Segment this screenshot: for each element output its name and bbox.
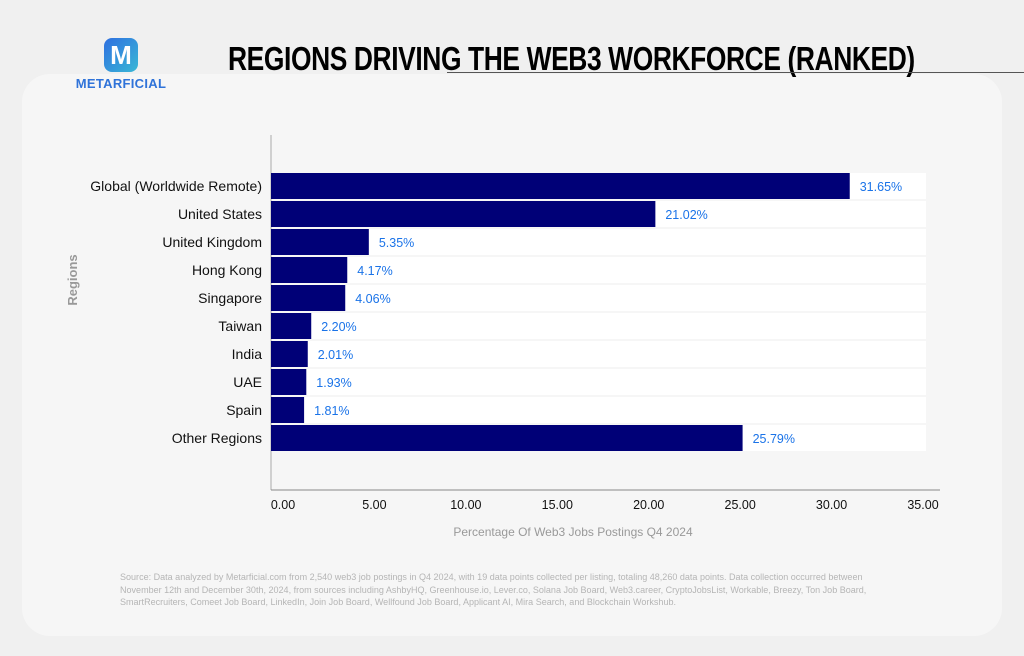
bar (271, 285, 346, 311)
category-label: Global (Worldwide Remote) (90, 178, 262, 194)
data-label: 31.65% (860, 180, 902, 194)
category-label: Singapore (198, 290, 262, 306)
category-label: Spain (226, 402, 262, 418)
x-tick-label: 5.00 (362, 498, 386, 512)
brand-name: METARFICIAL (75, 76, 167, 91)
bar (271, 425, 743, 451)
bar (271, 229, 369, 255)
bar (271, 313, 312, 339)
source-note: Source: Data analyzed by Metarficial.com… (120, 572, 867, 608)
category-label: Other Regions (172, 430, 262, 446)
x-tick-label: 10.00 (450, 498, 481, 512)
row-background (271, 369, 926, 395)
category-label: UAE (233, 374, 262, 390)
bar (271, 257, 348, 283)
chart-title: REGIONS DRIVING THE WEB3 WORKFORCE (RANK… (228, 40, 915, 77)
data-label: 4.06% (355, 292, 390, 306)
row-background (271, 397, 926, 423)
row-background (271, 341, 926, 367)
x-tick-label: 0.00 (271, 498, 295, 512)
data-label: 2.20% (321, 320, 356, 334)
data-label: 4.17% (357, 264, 392, 278)
x-tick-label: 30.00 (816, 498, 847, 512)
x-tick-label: 25.00 (725, 498, 756, 512)
row-background (271, 313, 926, 339)
x-tick-label: 15.00 (542, 498, 573, 512)
x-tick-label: 35.00 (907, 498, 938, 512)
data-label: 1.81% (314, 404, 349, 418)
x-tick-label: 20.00 (633, 498, 664, 512)
category-label: United Kingdom (162, 234, 262, 250)
bar (271, 173, 850, 199)
category-label: India (232, 346, 263, 362)
y-axis-title: Regions (65, 254, 80, 305)
row-background (271, 257, 926, 283)
category-label: Hong Kong (192, 262, 262, 278)
row-background (271, 285, 926, 311)
title-underline (447, 72, 1024, 73)
data-label: 2.01% (318, 348, 353, 362)
row-background (271, 229, 926, 255)
data-label: 5.35% (379, 236, 414, 250)
bar (271, 341, 308, 367)
bar (271, 397, 305, 423)
brand-logo: M METARFICIAL (66, 38, 176, 91)
category-label: United States (178, 206, 262, 222)
data-label: 21.02% (665, 208, 707, 222)
data-label: 1.93% (316, 376, 351, 390)
category-label: Taiwan (218, 318, 262, 334)
bar (271, 369, 307, 395)
bar (271, 201, 656, 227)
x-axis-title: Percentage Of Web3 Jobs Postings Q4 2024 (453, 525, 693, 539)
data-label: 25.79% (753, 432, 795, 446)
logo-icon: M (104, 38, 138, 72)
